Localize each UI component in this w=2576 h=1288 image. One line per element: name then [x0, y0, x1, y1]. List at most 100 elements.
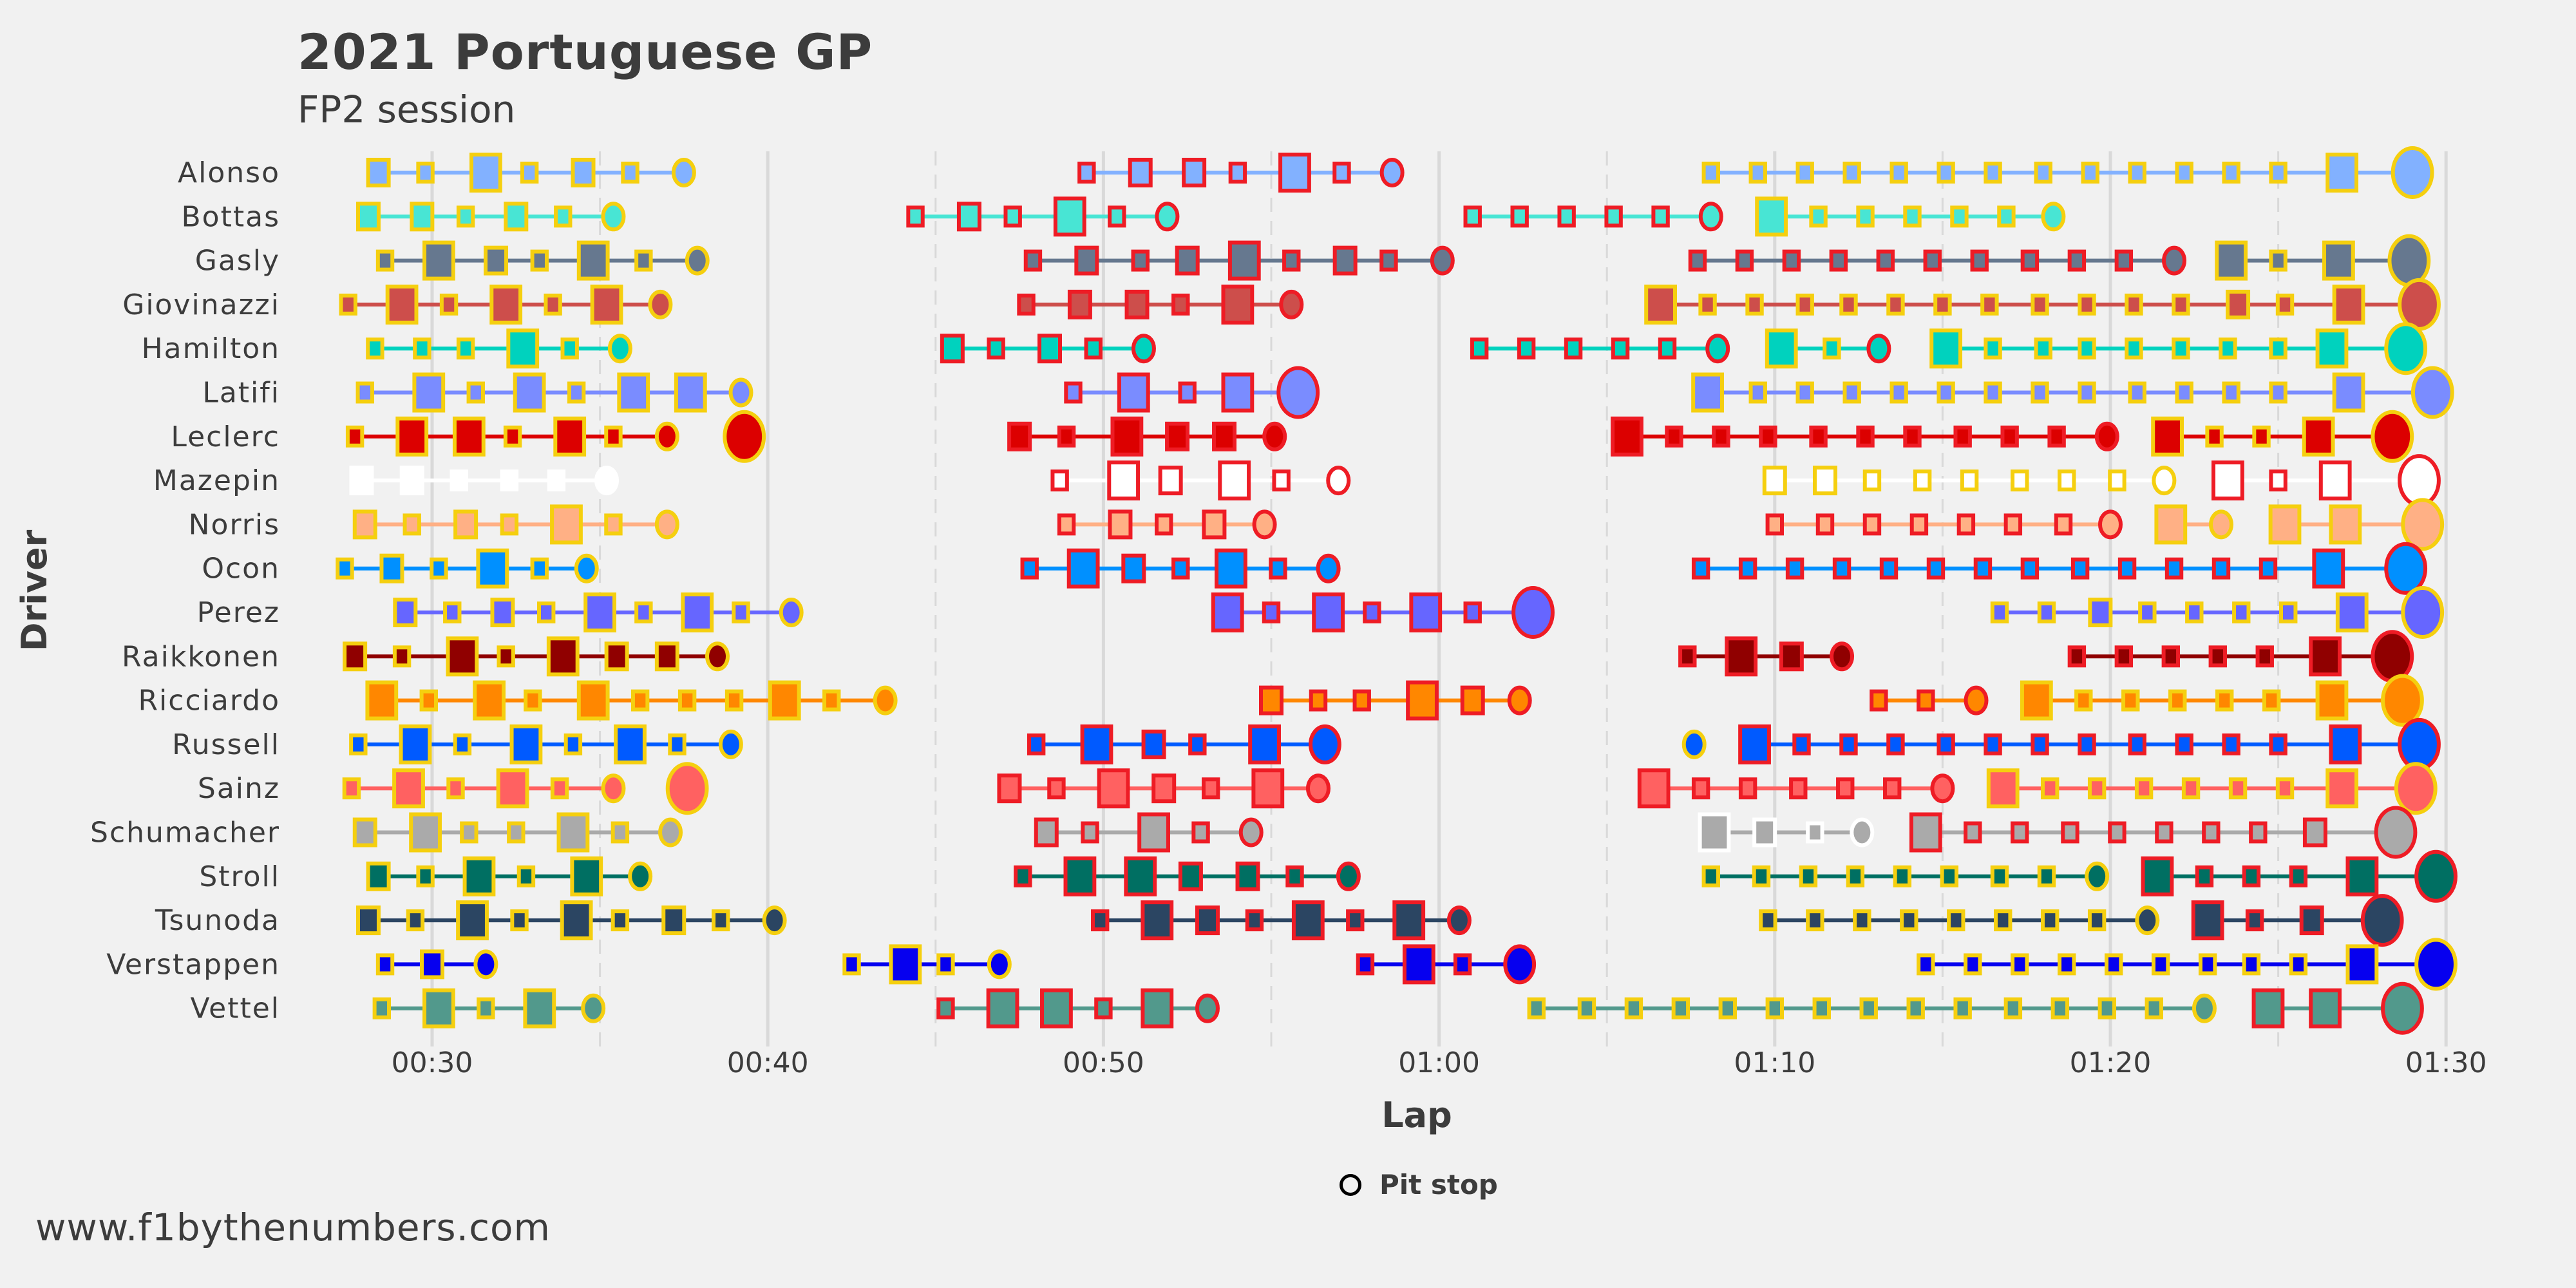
lap-marker[interactable]: [2329, 504, 2362, 545]
pit-stop-marker[interactable]: [1446, 905, 1472, 936]
pit-stop-marker[interactable]: [601, 202, 626, 232]
lap-marker[interactable]: [1893, 865, 1912, 887]
lap-marker[interactable]: [1202, 509, 1227, 540]
lap-marker[interactable]: [2222, 162, 2240, 184]
lap-marker[interactable]: [504, 202, 529, 232]
lap-marker[interactable]: [2172, 293, 2190, 316]
lap-marker[interactable]: [1947, 909, 1965, 932]
lap-marker[interactable]: [460, 821, 478, 844]
lap-marker[interactable]: [1953, 997, 1972, 1019]
lap-marker[interactable]: [510, 909, 529, 932]
lap-marker[interactable]: [604, 425, 623, 448]
pit-stop-marker[interactable]: [1155, 202, 1180, 232]
lap-marker[interactable]: [1765, 513, 1785, 536]
lap-marker[interactable]: [1970, 249, 1989, 272]
lap-marker[interactable]: [2345, 856, 2379, 896]
lap-marker[interactable]: [556, 812, 590, 853]
lap-marker[interactable]: [1856, 425, 1875, 448]
lap-marker[interactable]: [1067, 289, 1092, 319]
lap-marker[interactable]: [2034, 337, 2052, 360]
lap-marker[interactable]: [2226, 289, 2251, 319]
pit-stop-marker[interactable]: [2394, 762, 2438, 815]
lap-marker[interactable]: [1973, 557, 1993, 580]
lap-marker[interactable]: [1215, 548, 1247, 589]
lap-marker[interactable]: [1047, 777, 1066, 800]
lap-marker[interactable]: [1994, 909, 2012, 932]
lap-marker[interactable]: [2078, 733, 2096, 755]
lap-marker[interactable]: [1080, 724, 1113, 764]
lap-marker[interactable]: [1986, 768, 2020, 809]
pit-stop-marker[interactable]: [762, 905, 787, 936]
lap-marker[interactable]: [1108, 205, 1126, 228]
lap-marker[interactable]: [1637, 768, 1671, 809]
lap-marker[interactable]: [430, 557, 448, 580]
pit-stop-marker[interactable]: [1964, 685, 1989, 715]
lap-marker[interactable]: [1188, 733, 1207, 755]
lap-marker[interactable]: [2151, 416, 2184, 457]
lap-marker[interactable]: [2011, 821, 2029, 844]
lap-marker[interactable]: [1809, 205, 1828, 228]
lap-marker[interactable]: [2208, 645, 2227, 668]
pit-stop-marker[interactable]: [1195, 993, 1220, 1023]
lap-marker[interactable]: [1278, 153, 1311, 193]
lap-marker[interactable]: [1564, 337, 1583, 360]
lap-marker[interactable]: [2034, 162, 2052, 184]
lap-marker[interactable]: [2255, 645, 2274, 668]
lap-marker[interactable]: [1332, 245, 1358, 276]
pit-stop-marker[interactable]: [685, 245, 710, 276]
lap-marker[interactable]: [553, 416, 587, 457]
lap-marker[interactable]: [342, 777, 361, 800]
lap-marker[interactable]: [590, 284, 623, 325]
pit-stop-marker[interactable]: [1252, 509, 1277, 540]
lap-marker[interactable]: [516, 865, 536, 887]
lap-marker[interactable]: [416, 865, 435, 887]
lap-marker[interactable]: [1003, 205, 1022, 228]
lap-marker[interactable]: [2242, 953, 2261, 976]
lap-marker[interactable]: [2309, 988, 2342, 1028]
lap-marker[interactable]: [550, 504, 583, 545]
lap-marker[interactable]: [2345, 944, 2379, 985]
lap-marker[interactable]: [1124, 856, 1157, 896]
lap-marker[interactable]: [1128, 158, 1153, 187]
lap-marker[interactable]: [352, 817, 377, 848]
pit-stop-marker[interactable]: [2401, 498, 2445, 551]
lap-marker[interactable]: [402, 513, 421, 536]
lap-marker[interactable]: [2211, 460, 2244, 501]
pit-stop-marker[interactable]: [1430, 245, 1455, 276]
lap-marker[interactable]: [2191, 900, 2224, 941]
lap-marker[interactable]: [1470, 337, 1489, 360]
lap-marker[interactable]: [1604, 205, 1623, 228]
pit-stop-marker[interactable]: [705, 641, 730, 672]
lap-marker[interactable]: [1363, 601, 1381, 623]
lap-marker[interactable]: [634, 601, 653, 623]
lap-marker[interactable]: [2125, 337, 2143, 360]
lap-marker[interactable]: [2325, 768, 2359, 809]
lap-marker[interactable]: [456, 337, 475, 360]
lap-marker[interactable]: [1909, 812, 1942, 853]
lap-marker[interactable]: [661, 905, 687, 936]
lap-marker[interactable]: [2031, 381, 2049, 404]
lap-marker[interactable]: [336, 557, 354, 580]
lap-marker[interactable]: [2161, 645, 2181, 668]
pit-stop-marker[interactable]: [2371, 410, 2414, 463]
lap-marker[interactable]: [2003, 997, 2023, 1019]
lap-marker[interactable]: [2020, 557, 2040, 580]
lap-marker[interactable]: [450, 469, 468, 492]
lap-marker[interactable]: [523, 988, 556, 1028]
lap-marker[interactable]: [576, 240, 610, 281]
lap-marker[interactable]: [2078, 337, 2096, 360]
pit-stop-marker[interactable]: [2384, 322, 2428, 375]
lap-marker[interactable]: [1937, 162, 1955, 184]
lap-marker[interactable]: [1691, 372, 1724, 413]
lap-marker[interactable]: [604, 641, 629, 672]
lap-marker[interactable]: [456, 900, 489, 941]
lap-marker[interactable]: [1812, 997, 1831, 1019]
pit-stop-marker[interactable]: [2162, 245, 2187, 276]
lap-marker[interactable]: [345, 425, 365, 448]
pit-stop-marker[interactable]: [1511, 586, 1555, 639]
lap-marker[interactable]: [677, 689, 697, 712]
lap-marker[interactable]: [395, 416, 429, 457]
lap-marker[interactable]: [506, 328, 540, 369]
lap-marker[interactable]: [1752, 865, 1771, 887]
lap-marker[interactable]: [2242, 865, 2261, 887]
